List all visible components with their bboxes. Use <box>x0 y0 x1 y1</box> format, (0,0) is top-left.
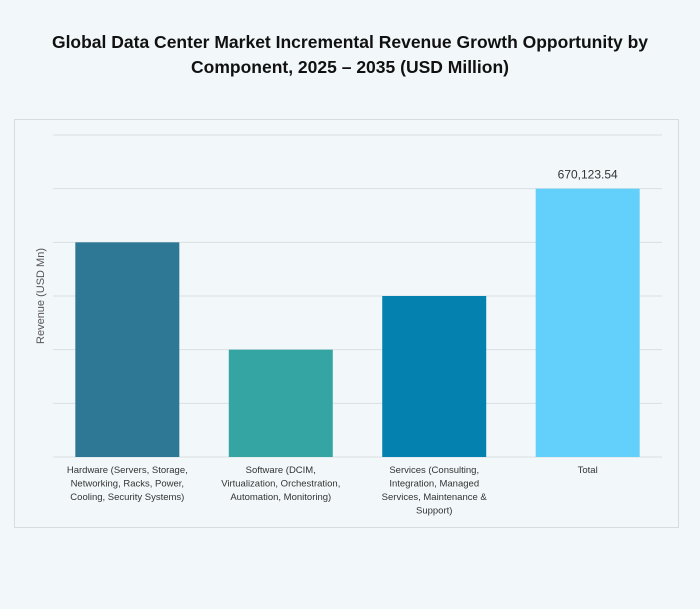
category-label: Hardware (Servers, Storage, Networking, R… <box>67 465 188 503</box>
category-label: Total <box>578 465 598 476</box>
data-label: 670,123.54 <box>558 168 618 182</box>
bar <box>75 242 180 457</box>
y-axis-label: Revenue (USD Mn) <box>35 248 47 344</box>
category-label: Software (DCIM, Virtualization, Orchestra… <box>221 465 340 503</box>
chart-title: Global Data Center Market Incremental Re… <box>51 32 649 77</box>
bar <box>535 188 640 458</box>
category-label: Services (Consulting, Integration, Manage… <box>382 465 488 517</box>
bar <box>228 349 333 457</box>
bar <box>382 296 487 457</box>
